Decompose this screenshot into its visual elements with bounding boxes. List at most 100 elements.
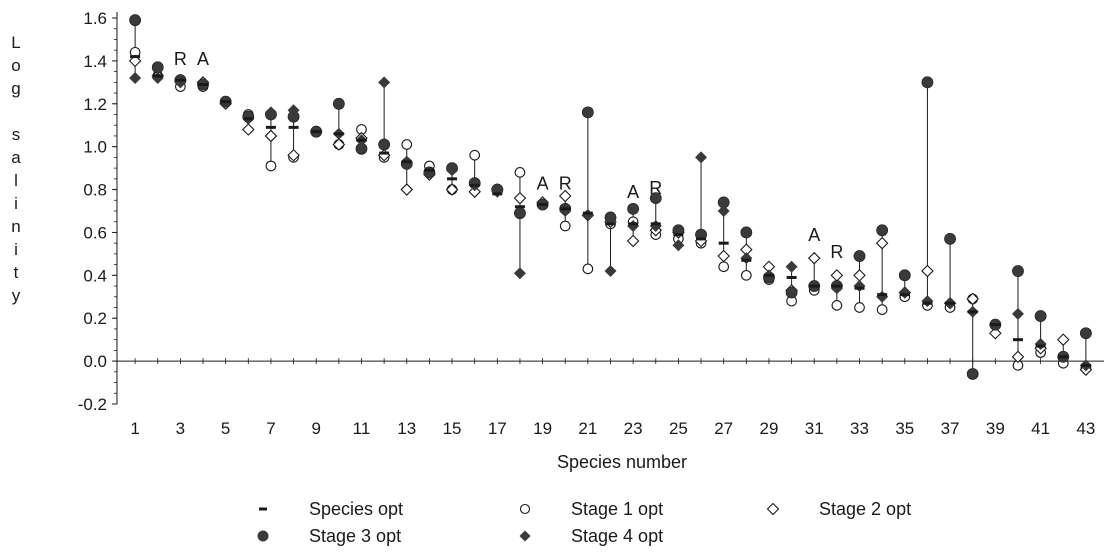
- species-opt-point: [786, 275, 797, 279]
- open-circle-icon: [519, 503, 531, 515]
- species-opt-point: [424, 168, 435, 172]
- stage-3-point: [921, 76, 934, 89]
- stage-1-point: [831, 300, 843, 311]
- stage-2-point: [128, 54, 142, 68]
- stage-3-point: [129, 14, 142, 27]
- stage-3-point: [514, 207, 526, 220]
- legend-item-stage-3-opt: Stage 3 opt: [255, 523, 401, 549]
- stage-1-point: [740, 269, 752, 281]
- stage-1-point: [469, 149, 481, 161]
- annotations: R AA R A RAR: [174, 49, 843, 262]
- species-ranges: [134, 20, 1087, 374]
- species-opt-point: [220, 100, 231, 104]
- stage-2-point: [807, 251, 821, 265]
- species-opt-point: [831, 284, 842, 288]
- legend-label: Stage 2 opt: [819, 498, 912, 519]
- stage-3-point: [1012, 265, 1024, 277]
- annotation-label: A: [537, 174, 549, 194]
- stage-4-point: [378, 76, 391, 89]
- x-tick-label: 33: [850, 419, 869, 438]
- species-opt-point: [198, 82, 209, 86]
- annotation-label: R: [559, 174, 572, 194]
- annotation-label: A: [808, 225, 820, 245]
- legend-item-stage-1-opt: Stage 1 opt: [517, 496, 663, 522]
- species-opt-point: [899, 293, 910, 297]
- stage-4-point: [287, 104, 300, 117]
- y-axis-title-letter: L: [11, 33, 20, 52]
- stage-2-point: [853, 269, 866, 282]
- stage-4-point: [1011, 307, 1024, 320]
- legend-label: Stage 3 opt: [309, 525, 402, 546]
- species-opt-point: [333, 132, 344, 136]
- stage-2-point: [717, 249, 730, 263]
- legend-label: Stage 4 opt: [571, 525, 664, 546]
- stage-3-point: [581, 106, 594, 119]
- y-tick-label: 0.6: [83, 223, 107, 242]
- y-axis-title-letter: i: [14, 240, 18, 259]
- stage-2-point: [558, 189, 572, 203]
- species-opt-point: [469, 183, 480, 187]
- species-opt-point: [243, 117, 254, 121]
- y-axis-title-letter: s: [12, 125, 21, 144]
- y-axis-title-letter: l: [14, 171, 18, 190]
- stage-3-point: [151, 61, 164, 74]
- stage-4-point: [604, 265, 617, 278]
- y-tick-label: 0.0: [83, 352, 107, 371]
- legend-label: Species opt: [309, 498, 404, 519]
- stage-4-point: [513, 267, 526, 280]
- stage-2-point: [400, 183, 414, 196]
- stage-2-point: [242, 123, 255, 136]
- x-tick-label: 27: [714, 419, 733, 438]
- stage-1-point: [514, 167, 526, 178]
- species-opt-point: [311, 130, 322, 134]
- y-tick-label: 0.4: [83, 266, 107, 285]
- species-opt-point: [514, 205, 525, 209]
- stage-3-point: [944, 232, 956, 245]
- species-opt-point: [877, 293, 888, 297]
- filled-circle-icon: [257, 530, 269, 542]
- stage-3-point: [853, 250, 866, 262]
- data-marks: [128, 14, 1093, 380]
- stage-2-point: [287, 148, 300, 162]
- y-axis-title-letter: o: [11, 56, 20, 75]
- species-opt-point: [537, 203, 548, 207]
- stage-4-point: [695, 151, 708, 164]
- stage-3-point: [966, 368, 979, 380]
- x-tick-label: 41: [1031, 419, 1050, 438]
- y-axis-title-letter: t: [14, 263, 19, 282]
- y-axis-title-letter: i: [14, 194, 18, 213]
- y-tick-label: 1.0: [83, 138, 107, 157]
- legend-item-species-opt: Species opt: [255, 496, 403, 522]
- species-opt-point: [1080, 363, 1091, 367]
- x-tick-label: 3: [176, 419, 185, 438]
- stage-3-point: [627, 202, 640, 215]
- annotation-label: R: [830, 242, 843, 262]
- stage-2-point: [264, 129, 278, 143]
- x-tick-label: 35: [895, 419, 914, 438]
- species-opt-point: [967, 310, 978, 314]
- stage-2-point: [830, 269, 844, 282]
- stage-4-point: [446, 164, 459, 177]
- stage-2-point: [445, 183, 459, 196]
- species-opt-point: [696, 237, 707, 241]
- stage-1-point: [559, 220, 571, 232]
- stage-3-point: [785, 286, 798, 299]
- species-opt-point: [990, 323, 1001, 327]
- y-tick-label: 1.4: [83, 52, 107, 71]
- y-tick-label: -0.2: [78, 395, 107, 414]
- annotation-label: R: [649, 178, 662, 198]
- stage-1-point: [582, 263, 594, 275]
- legend-item-stage-2-opt: Stage 2 opt: [765, 496, 911, 522]
- stage-2-point: [468, 185, 481, 198]
- x-tick-label: 39: [986, 419, 1005, 438]
- annotation-label: A: [197, 49, 209, 69]
- stage-3-point: [1079, 327, 1092, 340]
- stage-3-point: [898, 269, 911, 282]
- dash-icon: [259, 507, 267, 511]
- x-tick-label: 37: [941, 419, 960, 438]
- stage-4-point: [581, 209, 594, 222]
- x-tick-label: 43: [1076, 419, 1095, 438]
- species-opt-point: [854, 286, 865, 290]
- species-opt-point: [560, 207, 571, 211]
